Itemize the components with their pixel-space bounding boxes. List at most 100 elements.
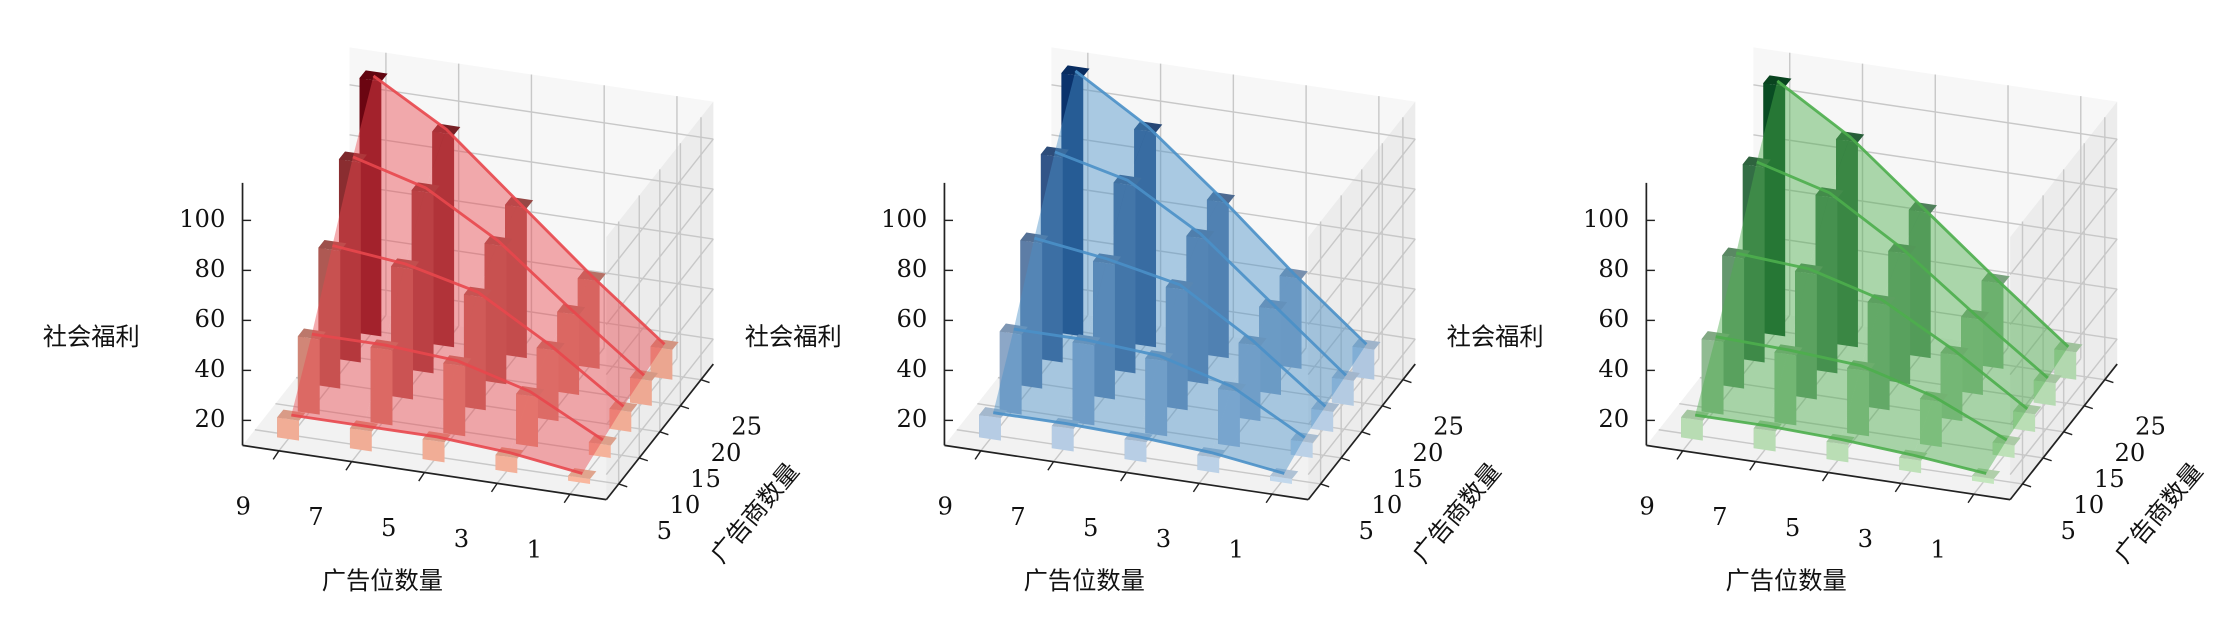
bar bbox=[1020, 232, 1049, 389]
bar-face bbox=[463, 294, 486, 411]
x-tick bbox=[1749, 461, 1757, 471]
bar-face bbox=[277, 417, 300, 441]
surface-patch bbox=[1715, 253, 1810, 350]
bar-face bbox=[391, 266, 414, 400]
grid-line bbox=[605, 138, 714, 276]
z-tick-label: 60 bbox=[1598, 304, 1629, 333]
bar-face bbox=[1165, 287, 1188, 411]
x-tick bbox=[563, 493, 571, 504]
surface-patch bbox=[1954, 314, 2048, 409]
x-tick-label: 5 bbox=[381, 513, 396, 542]
bar-face bbox=[630, 377, 652, 406]
surface-patch bbox=[1861, 299, 1955, 397]
surface-patch bbox=[352, 75, 447, 188]
surface-line bbox=[1074, 69, 1368, 346]
z-tick-label: 20 bbox=[896, 404, 927, 433]
y-tick bbox=[2022, 483, 2032, 488]
bar-face bbox=[484, 243, 507, 385]
bar bbox=[297, 328, 326, 415]
y-tick-label: 20 bbox=[1413, 438, 1444, 467]
bar bbox=[1352, 338, 1381, 380]
x-tick-label: 3 bbox=[1156, 524, 1171, 553]
y-tick bbox=[1402, 379, 1412, 384]
surface-patch bbox=[509, 391, 603, 474]
surface-patch bbox=[1809, 192, 1903, 300]
grid-line bbox=[1753, 134, 2118, 190]
x-tick-label: 7 bbox=[1010, 502, 1025, 531]
bar-face bbox=[411, 190, 434, 374]
bar-face bbox=[568, 475, 591, 485]
y-tick-label: 25 bbox=[2135, 412, 2166, 441]
bar-face bbox=[422, 439, 445, 463]
surface-patch bbox=[311, 245, 406, 345]
surface-line bbox=[352, 155, 645, 377]
grid-line bbox=[349, 84, 714, 140]
surface-patch bbox=[1200, 197, 1294, 305]
bar-face bbox=[2054, 341, 2083, 353]
x-axis-label: 广告位数量 bbox=[322, 566, 443, 595]
x-tick bbox=[345, 461, 353, 471]
bar-face bbox=[495, 454, 518, 474]
bar bbox=[1134, 121, 1163, 348]
bar-face bbox=[1311, 400, 1340, 413]
bar-face bbox=[516, 393, 538, 448]
z-tick-label: 80 bbox=[195, 254, 226, 283]
surface-patch bbox=[425, 129, 520, 242]
x-tick bbox=[1676, 450, 1684, 460]
bar-face bbox=[650, 338, 679, 350]
surface-patch bbox=[1913, 396, 2007, 474]
bar bbox=[411, 182, 440, 374]
bar-face bbox=[1826, 441, 1849, 463]
surface-patch bbox=[1179, 233, 1274, 341]
y-tick-label: 15 bbox=[1392, 464, 1423, 493]
surface-line bbox=[1013, 327, 1306, 439]
bar-face bbox=[1742, 164, 1765, 363]
x-tick-label: 5 bbox=[1785, 513, 1800, 542]
bar-face bbox=[1331, 377, 1354, 406]
bar-face bbox=[1197, 454, 1220, 474]
bar-face bbox=[1763, 83, 1786, 337]
bar bbox=[463, 286, 492, 411]
grid-line bbox=[605, 338, 714, 476]
z-tick-label: 100 bbox=[881, 204, 927, 233]
y-tick bbox=[1361, 431, 1371, 436]
z-tick-label: 40 bbox=[195, 354, 226, 383]
bar-face bbox=[1681, 409, 1710, 421]
grid-line bbox=[605, 188, 714, 326]
surface-line bbox=[1756, 160, 2049, 379]
bar bbox=[1701, 331, 1730, 415]
surface-line bbox=[332, 244, 625, 408]
bar bbox=[277, 409, 306, 441]
bar-face bbox=[1722, 255, 1745, 389]
bar bbox=[1867, 294, 1896, 411]
bar-face bbox=[1961, 316, 1983, 396]
surface-patch bbox=[1695, 336, 1789, 426]
surface-patch bbox=[291, 334, 385, 426]
grid-line bbox=[1307, 138, 1416, 276]
x-tick-label: 9 bbox=[236, 491, 251, 520]
bar-face bbox=[443, 363, 466, 437]
y-tick bbox=[2084, 405, 2094, 410]
y-tick bbox=[2063, 431, 2073, 436]
bar-face bbox=[1867, 302, 1890, 411]
grid-line bbox=[2009, 188, 2118, 326]
surface-patch bbox=[1252, 304, 1346, 407]
surface-patch bbox=[1159, 284, 1253, 387]
bar-face bbox=[1919, 398, 1942, 448]
y-tick-label: 25 bbox=[731, 412, 762, 441]
grid-line bbox=[1307, 188, 1416, 326]
z-tick-label: 60 bbox=[896, 304, 927, 333]
bar-face bbox=[370, 347, 393, 426]
y-tick bbox=[659, 431, 669, 436]
bar bbox=[359, 70, 388, 337]
bar bbox=[2033, 372, 2062, 406]
y-tick bbox=[618, 483, 628, 488]
z-tick-label: 80 bbox=[896, 254, 927, 283]
y-tick-label: 5 bbox=[657, 516, 672, 545]
bar-face bbox=[1753, 428, 1776, 452]
y-tick bbox=[639, 457, 649, 462]
y-tick-label: 15 bbox=[2094, 464, 2125, 493]
bar-face bbox=[1093, 261, 1115, 400]
bar-face bbox=[1899, 457, 1922, 474]
